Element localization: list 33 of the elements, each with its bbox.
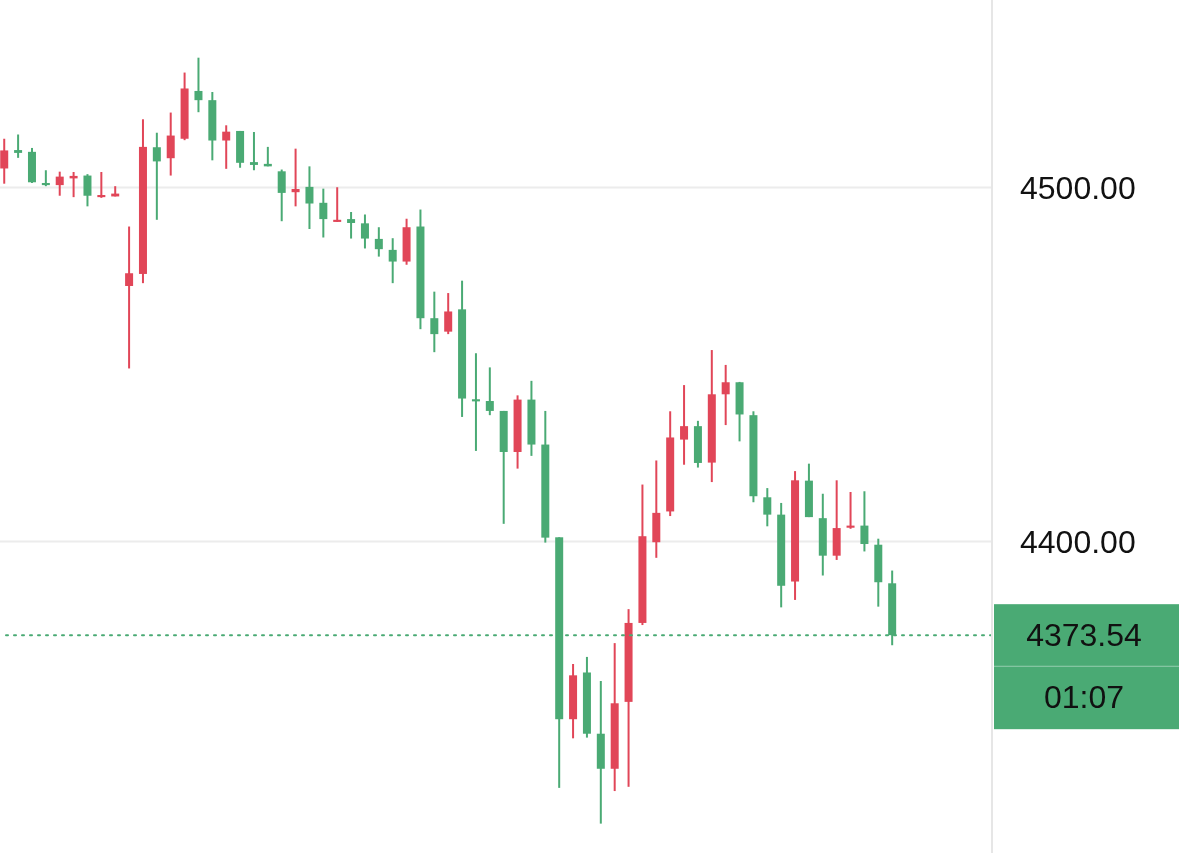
- candlestick: [763, 487, 772, 528]
- y-tick-label: 4500.00: [1020, 169, 1136, 206]
- candlestick: [291, 147, 300, 208]
- candlestick: [333, 186, 342, 223]
- candlestick: [485, 366, 494, 417]
- candlestick: [222, 124, 231, 170]
- candlestick: [430, 290, 439, 354]
- candlestick: [277, 168, 286, 223]
- candlestick: [249, 131, 258, 172]
- candlestick: [83, 173, 92, 208]
- candlestick: [374, 226, 383, 258]
- candlestick: [55, 170, 64, 197]
- candlestick: [860, 490, 869, 553]
- candlestick: [125, 225, 134, 370]
- candlestick: [166, 111, 175, 177]
- ref-line-label: 4373.54: [1026, 617, 1142, 654]
- candlestick: [14, 133, 23, 159]
- candlestick: [360, 213, 369, 250]
- candlestick: [721, 363, 730, 427]
- candlestick: [305, 165, 314, 230]
- y-tick-label: 4400.00: [1020, 523, 1136, 560]
- candlestick: [319, 187, 328, 239]
- candlestick: [444, 292, 453, 336]
- candlestick: [388, 237, 397, 285]
- candlestick: [347, 211, 356, 240]
- candlestick: [152, 131, 161, 221]
- candlestick: [471, 352, 480, 452]
- candlestick: [846, 490, 855, 530]
- text: 01:07: [1043, 679, 1125, 716]
- candlestick: [0, 137, 9, 185]
- candlestick: [97, 171, 106, 199]
- candlestick: [194, 56, 203, 114]
- candlestick: [680, 384, 689, 466]
